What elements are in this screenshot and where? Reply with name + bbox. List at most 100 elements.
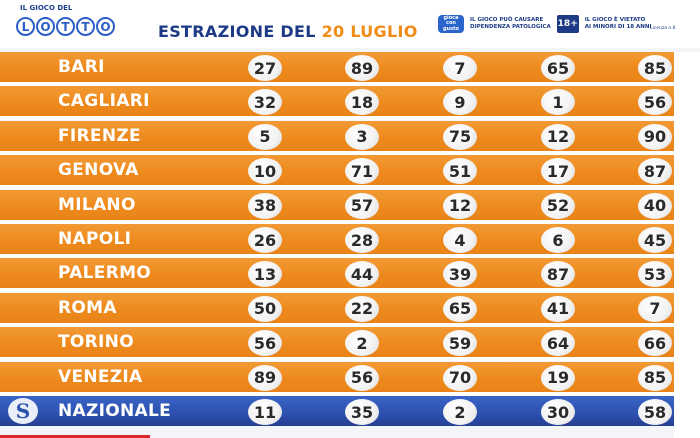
- drawn-number-ball: 12: [443, 192, 477, 219]
- city-name: BARI: [58, 57, 105, 77]
- row-separator: [0, 322, 674, 327]
- drawn-number-ball: 30: [541, 399, 575, 425]
- city-row: GENOVA 10 71 51 17 87: [0, 155, 674, 186]
- drawn-number-ball: 27: [248, 55, 282, 81]
- drawn-number-ball: 1: [541, 89, 575, 116]
- drawn-number-ball: 51: [443, 158, 477, 185]
- drawn-number-ball: 9: [443, 89, 477, 116]
- drawn-number-ball: 52: [541, 192, 575, 219]
- logo-small-text: IL GIOCO DEL: [20, 4, 73, 12]
- drawn-number-ball: 28: [345, 227, 379, 253]
- row-separator: [0, 185, 674, 190]
- drawn-number-ball: 11: [248, 399, 282, 425]
- drawn-number-ball: 7: [638, 295, 672, 322]
- national-row: S NAZIONALE 11 35 2 30 58: [0, 396, 674, 426]
- drawn-number-ball: 3: [345, 123, 379, 150]
- license-text: Licenza n.6: [650, 26, 676, 31]
- drawn-number-ball: 7: [443, 55, 477, 81]
- city-name: FIRENZE: [58, 125, 141, 146]
- logo-letter: T: [56, 17, 75, 36]
- drawn-number-ball: 22: [345, 295, 379, 322]
- drawn-number-ball: 66: [638, 330, 672, 357]
- drawn-number-ball: 38: [248, 192, 282, 219]
- city-row: BARI 27 89 7 65 85: [0, 52, 674, 82]
- drawn-number-ball: 70: [443, 364, 477, 391]
- drawn-number-ball: 50: [248, 295, 282, 322]
- logo-letter: O: [96, 17, 115, 36]
- city-row: MILANO 38 57 12 52 40: [0, 189, 674, 220]
- city-row: PALERMO 13 44 39 87 53: [0, 258, 674, 289]
- warning-minors: IL GIOCO È VIETATO AI MINORI DI 18 ANNI: [585, 17, 652, 31]
- city-name: NAZIONALE: [58, 401, 172, 421]
- city-name: CAGLIARI: [58, 91, 150, 112]
- city-row: NAPOLI 26 28 4 6 45: [0, 224, 674, 254]
- gioca-responsabile-logo: gioca con gusto: [438, 15, 464, 33]
- drawn-number-ball: 35: [345, 399, 379, 425]
- drawn-number-ball: 56: [248, 330, 282, 357]
- logo-balls: L O T T O: [16, 17, 115, 36]
- city-name: GENOVA: [58, 160, 139, 181]
- city-name: VENEZIA: [58, 366, 143, 387]
- age-badge: 18+: [556, 15, 579, 33]
- row-separator: [0, 150, 674, 155]
- city-name: MILANO: [58, 194, 136, 215]
- logo-letter: O: [36, 17, 55, 36]
- warning-line: DIPENDENZA PATOLOGICA: [470, 24, 551, 30]
- drawn-number-ball: 26: [248, 227, 282, 253]
- drawn-number-ball: 44: [345, 261, 379, 288]
- drawn-number-ball: 56: [345, 364, 379, 391]
- drawn-number-ball: 65: [541, 55, 575, 81]
- drawn-number-ball: 40: [638, 192, 672, 219]
- drawn-number-ball: 19: [541, 364, 575, 391]
- drawn-number-ball: 71: [345, 158, 379, 185]
- warning-line: IL GIOCO PUÒ CAUSARE: [470, 17, 544, 24]
- city-row: CAGLIARI 32 18 9 1 56: [0, 86, 674, 117]
- city-row: TORINO 56 2 59 64 66: [0, 327, 674, 358]
- lotto-logo: IL GIOCO DEL L O T T O: [16, 4, 136, 44]
- city-row: ROMA 50 22 65 41 7: [0, 292, 674, 323]
- drawn-number-ball: 89: [345, 55, 379, 81]
- drawn-number-ball: 6: [541, 227, 575, 253]
- drawn-number-ball: 64: [541, 330, 575, 357]
- row-separator: [0, 219, 674, 224]
- row-separator: [0, 357, 674, 362]
- drawn-number-ball: 32: [248, 89, 282, 116]
- drawn-number-ball: 58: [638, 399, 672, 425]
- logo-letter: T: [76, 17, 95, 36]
- logo-letter: L: [16, 17, 35, 36]
- drawn-number-ball: 75: [443, 123, 477, 150]
- drawn-number-ball: 65: [443, 295, 477, 322]
- drawn-number-ball: 53: [638, 261, 672, 288]
- drawn-number-ball: 85: [638, 364, 672, 391]
- drawn-number-ball: 56: [638, 89, 672, 116]
- city-name: TORINO: [58, 332, 134, 353]
- drawn-number-ball: 90: [638, 123, 672, 150]
- drawn-number-ball: 87: [638, 158, 672, 185]
- row-separator: [0, 82, 674, 86]
- drawn-number-ball: 87: [541, 261, 575, 288]
- drawn-number-ball: 85: [638, 55, 672, 81]
- bottom-accent: [0, 435, 150, 438]
- drawn-number-ball: 89: [248, 364, 282, 391]
- row-separator: [0, 288, 674, 293]
- warnings: gioca con gusto IL GIOCO PUÒ CAUSARE DIP…: [438, 15, 652, 33]
- page-title: ESTRAZIONE DEL 20 LUGLIO: [158, 22, 418, 41]
- drawn-number-ball: 2: [345, 330, 379, 357]
- drawn-number-ball: 13: [248, 261, 282, 288]
- row-separator: [0, 254, 674, 258]
- row-separator: [0, 116, 674, 121]
- right-edge: [674, 52, 700, 438]
- warning-line: IL GIOCO È VIETATO: [584, 17, 646, 24]
- drawn-number-ball: 39: [443, 261, 477, 288]
- warning-addiction: IL GIOCO PUÒ CAUSARE DIPENDENZA PATOLOGI…: [470, 17, 551, 31]
- drawn-number-ball: 2: [443, 399, 477, 425]
- row-separator: [0, 391, 674, 396]
- warning-line: AI MINORI DI 18 ANNI: [584, 24, 652, 30]
- drawn-number-ball: 45: [638, 227, 672, 253]
- drawn-number-ball: 4: [443, 227, 477, 253]
- drawn-number-ball: 12: [541, 123, 575, 150]
- header: IL GIOCO DEL L O T T O ESTRAZIONE DEL 20…: [0, 0, 700, 48]
- drawn-number-ball: 17: [541, 158, 575, 185]
- city-name: ROMA: [58, 297, 117, 318]
- drawn-number-ball: 18: [345, 89, 379, 116]
